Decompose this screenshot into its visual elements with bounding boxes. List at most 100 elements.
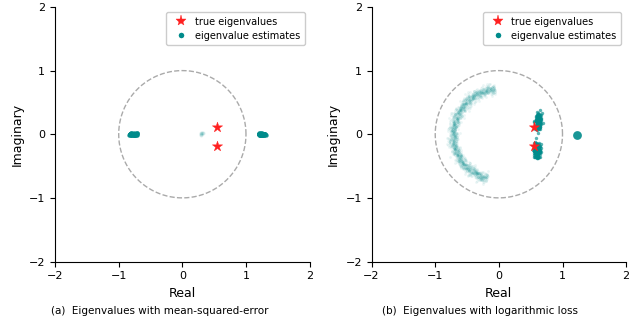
Point bbox=[456, 163, 466, 168]
Point bbox=[456, 152, 466, 157]
Point bbox=[458, 159, 468, 164]
Point bbox=[531, 145, 541, 150]
Point bbox=[451, 139, 461, 144]
Point bbox=[454, 113, 465, 118]
Point bbox=[255, 132, 266, 137]
Point bbox=[536, 122, 547, 127]
Point bbox=[534, 119, 545, 124]
Point bbox=[450, 146, 460, 151]
Point bbox=[474, 91, 484, 96]
Point bbox=[488, 88, 499, 93]
Point bbox=[460, 162, 470, 167]
Point bbox=[531, 150, 541, 155]
Point bbox=[449, 125, 459, 130]
Point bbox=[451, 105, 461, 110]
Point bbox=[463, 166, 473, 171]
Point bbox=[468, 92, 479, 97]
Point bbox=[456, 103, 467, 108]
Point bbox=[451, 122, 461, 127]
Point bbox=[132, 131, 142, 136]
Point bbox=[486, 92, 496, 97]
Point bbox=[461, 103, 471, 108]
Point bbox=[443, 129, 453, 134]
Point bbox=[474, 88, 484, 93]
Point bbox=[459, 95, 469, 100]
Point bbox=[130, 132, 140, 137]
Point bbox=[478, 170, 488, 175]
Point bbox=[534, 120, 544, 125]
Point bbox=[531, 115, 541, 120]
Point bbox=[448, 120, 458, 125]
Point bbox=[468, 167, 479, 173]
Point bbox=[452, 141, 462, 146]
Point bbox=[447, 115, 458, 120]
Point bbox=[479, 180, 490, 185]
Point bbox=[463, 167, 474, 172]
Point bbox=[533, 147, 543, 152]
Point bbox=[457, 114, 467, 119]
Point bbox=[475, 91, 485, 96]
Point bbox=[452, 135, 462, 140]
Point bbox=[454, 157, 465, 162]
Point bbox=[466, 168, 476, 174]
Point bbox=[469, 101, 479, 107]
Point bbox=[484, 90, 494, 95]
Point bbox=[481, 88, 492, 93]
Point bbox=[452, 108, 462, 113]
Point bbox=[481, 175, 492, 181]
Point bbox=[448, 128, 458, 133]
Point bbox=[130, 132, 140, 137]
Point bbox=[477, 176, 488, 181]
Point bbox=[452, 136, 462, 141]
Point bbox=[452, 117, 463, 122]
Point bbox=[484, 89, 494, 94]
Point bbox=[449, 120, 460, 125]
Point bbox=[454, 156, 465, 161]
Point bbox=[448, 119, 458, 124]
Point bbox=[451, 118, 461, 123]
Point bbox=[534, 149, 545, 154]
Point bbox=[530, 155, 540, 160]
Point bbox=[454, 105, 464, 110]
Point bbox=[463, 159, 474, 164]
Point bbox=[461, 163, 471, 168]
Point bbox=[532, 148, 543, 153]
Point bbox=[451, 140, 461, 145]
Point bbox=[450, 147, 460, 152]
Point bbox=[468, 97, 478, 102]
Point bbox=[467, 165, 477, 170]
Point bbox=[447, 143, 458, 148]
Point bbox=[456, 108, 466, 114]
Point bbox=[475, 172, 485, 177]
Point bbox=[484, 85, 494, 91]
Point bbox=[468, 92, 478, 97]
Point bbox=[455, 158, 465, 163]
Point bbox=[458, 163, 468, 168]
Point bbox=[476, 176, 486, 182]
Point bbox=[529, 148, 540, 153]
Point bbox=[534, 140, 544, 145]
Point bbox=[529, 149, 540, 154]
Point bbox=[487, 85, 497, 90]
Point bbox=[475, 176, 485, 181]
Point bbox=[480, 172, 490, 177]
Point bbox=[131, 132, 141, 137]
Point bbox=[453, 121, 463, 126]
Point bbox=[532, 119, 543, 124]
Point bbox=[533, 117, 543, 122]
Point bbox=[454, 147, 464, 152]
Point bbox=[456, 101, 466, 107]
Point bbox=[532, 149, 543, 154]
Point bbox=[465, 95, 475, 100]
Point bbox=[450, 146, 460, 151]
Point bbox=[534, 125, 545, 130]
Point bbox=[537, 110, 547, 115]
Point bbox=[454, 146, 465, 151]
Point bbox=[532, 152, 543, 157]
Point bbox=[481, 89, 492, 94]
Point bbox=[472, 93, 483, 99]
Point bbox=[456, 103, 467, 108]
Point bbox=[534, 121, 545, 126]
Point bbox=[470, 170, 481, 175]
Point bbox=[472, 172, 482, 177]
